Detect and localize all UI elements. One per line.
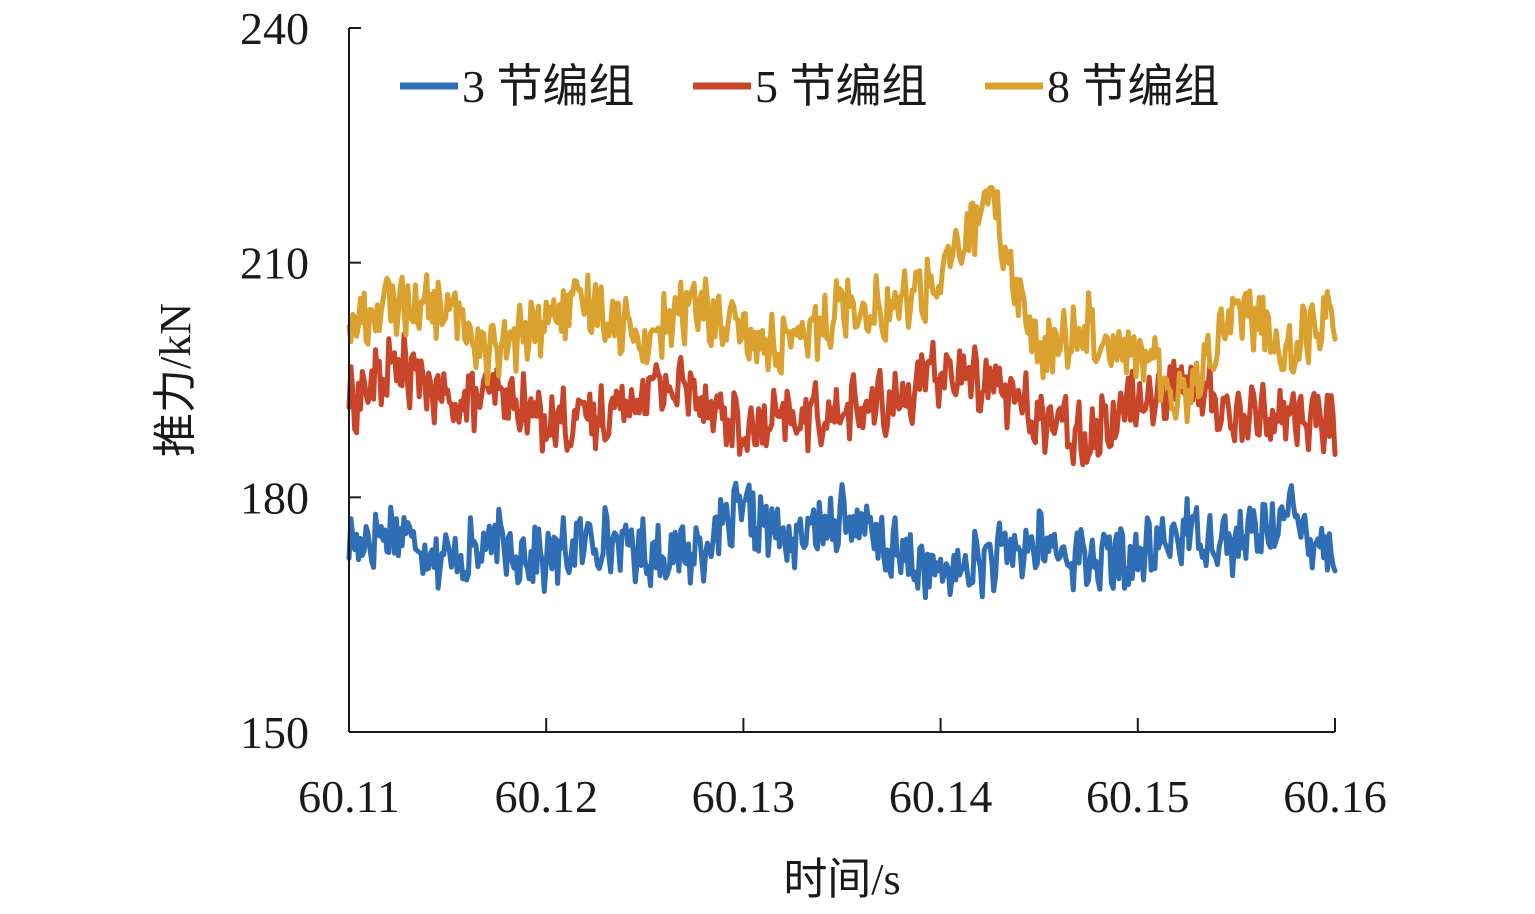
x-tick-label: 60.11 <box>298 771 400 822</box>
y-tick-label: 240 <box>240 3 309 54</box>
x-tick-label: 60.16 <box>1283 771 1387 822</box>
y-tick-label: 150 <box>240 707 309 758</box>
x-tick-label: 60.14 <box>889 771 993 822</box>
x-axis-ticks: 60.11 60.12 60.13 60.14 60.15 60.16 <box>298 718 1387 822</box>
series-line-3 <box>346 184 1338 425</box>
y-tick-label: 180 <box>240 472 309 523</box>
series-line-1 <box>346 480 1338 601</box>
legend: 3 节编组 5 节编组 8 节编组 <box>400 61 1220 112</box>
y-tick-label: 210 <box>240 238 309 289</box>
legend-label-1: 3 节编组 <box>462 61 635 112</box>
series-line-2 <box>346 331 1338 468</box>
x-axis-title: 时间/s <box>783 855 900 904</box>
y-axis-ticks: 150 180 210 240 <box>240 3 361 758</box>
legend-label-3: 8 节编组 <box>1047 61 1220 112</box>
y-axis-title: 推力/kN <box>151 303 200 457</box>
x-tick-label: 60.13 <box>692 771 796 822</box>
x-tick-label: 60.15 <box>1086 771 1190 822</box>
series-layer <box>346 184 1338 601</box>
legend-label-2: 5 节编组 <box>755 61 928 112</box>
x-tick-label: 60.12 <box>494 771 598 822</box>
